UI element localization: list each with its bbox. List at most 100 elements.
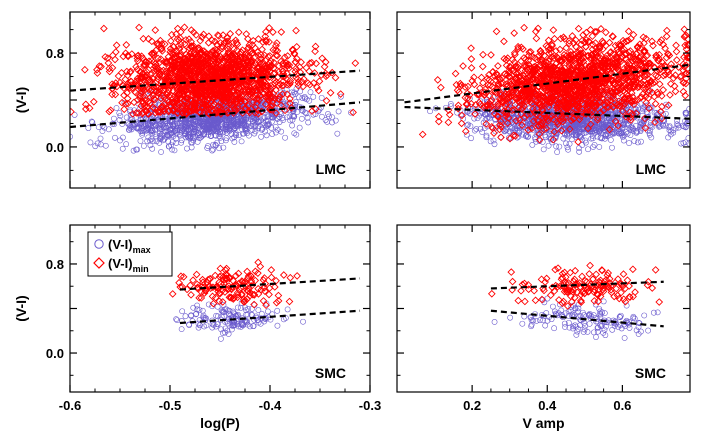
point-max: [209, 147, 216, 154]
point-max: [181, 123, 188, 130]
point-min: [418, 130, 427, 139]
point-min: [230, 49, 238, 58]
point-max: [164, 131, 171, 138]
point-min: [198, 93, 207, 102]
point-min: [211, 37, 219, 46]
point-min: [310, 69, 319, 77]
point-min: [231, 107, 240, 115]
point-min: [312, 59, 321, 68]
point-max: [576, 145, 582, 152]
point-min: [500, 37, 508, 46]
point-min: [171, 51, 180, 60]
point-max: [102, 142, 109, 149]
point-min: [260, 51, 269, 60]
point-min: [234, 28, 243, 37]
point-min: [120, 91, 128, 100]
point-min: [150, 95, 159, 104]
point-min: [178, 104, 187, 113]
point-min: [148, 85, 156, 94]
point-min: [253, 98, 261, 107]
point-min: [282, 59, 290, 67]
point-max: [138, 126, 145, 133]
point-min: [246, 59, 254, 68]
point-max: [210, 116, 217, 123]
point-min: [166, 44, 175, 53]
point-min: [247, 58, 256, 67]
point-min: [210, 86, 219, 94]
point-max: [662, 110, 669, 117]
point-max: [163, 124, 170, 131]
point-max: [116, 117, 123, 123]
point-min: [144, 97, 153, 106]
point-max: [152, 122, 159, 129]
point-min: [242, 80, 250, 89]
point-min: [108, 64, 117, 72]
point-min: [89, 97, 98, 106]
point-max: [130, 147, 137, 154]
point-max: [162, 128, 169, 135]
point-min: [195, 62, 204, 70]
point-min: [138, 108, 147, 117]
point-min: [221, 107, 230, 115]
point-max: [171, 147, 178, 154]
point-min: [238, 72, 246, 81]
point-min: [124, 99, 132, 108]
point-min: [666, 91, 674, 99]
point-max: [141, 127, 148, 134]
point-max: [258, 133, 265, 140]
point-min: [272, 78, 281, 86]
point-max: [553, 143, 560, 150]
point-min: [280, 53, 289, 62]
point-min: [215, 79, 223, 87]
point-min: [252, 92, 260, 100]
point-max: [287, 117, 294, 124]
point-min: [123, 89, 131, 97]
point-min: [262, 27, 270, 36]
point-min: [277, 28, 286, 36]
point-min: [167, 69, 176, 78]
point-max: [127, 125, 133, 132]
point-min: [279, 77, 287, 86]
point-max: [656, 123, 663, 130]
point-max: [143, 127, 150, 134]
point-max: [230, 123, 237, 130]
point-max: [310, 93, 317, 100]
point-min: [205, 32, 213, 41]
point-min: [242, 30, 251, 38]
point-max: [665, 134, 671, 141]
point-min: [81, 100, 90, 109]
point-max: [229, 135, 236, 142]
point-min: [292, 70, 301, 79]
point-min: [265, 24, 274, 32]
point-max: [560, 135, 567, 142]
point-max: [184, 123, 191, 130]
point-min: [248, 66, 257, 75]
point-max: [609, 144, 615, 151]
point-max: [188, 144, 195, 151]
point-min: [254, 109, 263, 118]
point-max: [288, 89, 295, 96]
point-max: [147, 137, 154, 144]
point-min: [272, 109, 280, 117]
point-max: [540, 146, 547, 153]
point-min: [261, 64, 270, 73]
y-axis-title: (V-I): [13, 87, 29, 113]
point-max: [239, 117, 246, 124]
point-min: [166, 37, 175, 45]
point-min: [175, 58, 183, 67]
point-max: [238, 116, 245, 123]
point-min: [286, 78, 295, 87]
point-max: [448, 103, 454, 110]
point-max: [291, 130, 298, 137]
point-min: [265, 91, 274, 99]
point-min: [168, 61, 177, 70]
point-max: [248, 116, 254, 122]
point-min: [182, 86, 190, 95]
point-min: [244, 86, 253, 95]
point-max: [279, 115, 286, 121]
point-max: [123, 141, 130, 148]
point-min: [127, 50, 136, 58]
point-min: [217, 88, 226, 97]
point-max: [529, 142, 536, 148]
